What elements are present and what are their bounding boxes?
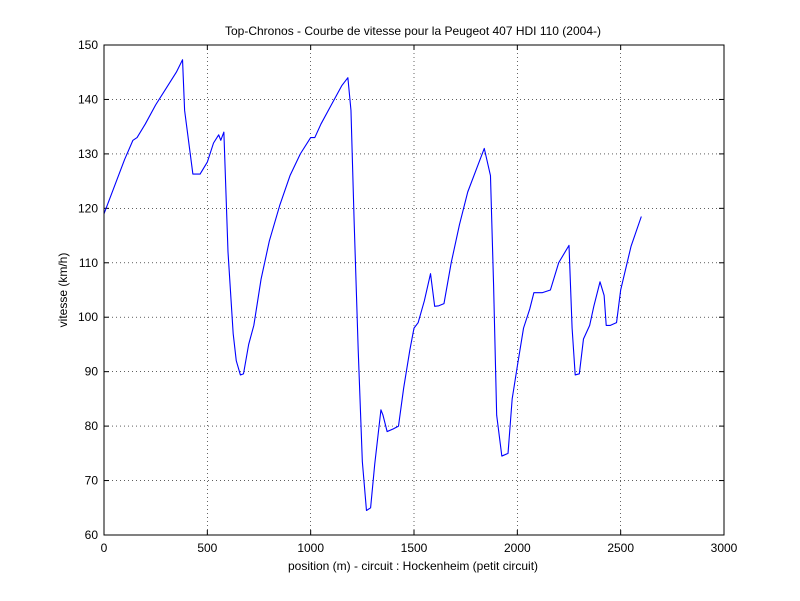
x-axis-label: position (m) - circuit : Hockenheim (pet…: [288, 559, 538, 573]
speed-series-line: [103, 59, 642, 512]
x-tick-label: 500: [197, 541, 217, 555]
chart-title: Top-Chronos - Courbe de vitesse pour la …: [225, 24, 601, 38]
y-tick-label: 70: [85, 474, 99, 488]
y-axis-label: vitesse (km/h): [56, 253, 70, 328]
y-tick-label: 60: [85, 528, 99, 542]
y-tick-label: 150: [78, 38, 98, 52]
y-tick-label: 80: [85, 419, 99, 433]
y-tick-label: 110: [79, 256, 98, 270]
x-tick-label: 1500: [401, 541, 428, 555]
x-tick-labels: 0 500 1000 1500 2000 2500 3000: [101, 541, 738, 555]
x-tick-label: 2000: [504, 541, 531, 555]
x-tick-label: 2500: [607, 541, 634, 555]
y-tick-label: 140: [78, 92, 98, 106]
x-tick-label: 1000: [297, 541, 324, 555]
grid: [104, 45, 724, 535]
x-tick-label: 3000: [711, 541, 738, 555]
x-tick-label: 0: [101, 541, 108, 555]
y-tick-label: 90: [85, 365, 99, 379]
y-tick-label: 100: [78, 310, 98, 324]
plot-frame: [103, 44, 725, 536]
y-tick-label: 130: [78, 147, 98, 161]
y-tick-labels: 60 70 80 90 100 110 120 130 140 150: [78, 38, 98, 542]
y-tick-label: 120: [78, 201, 98, 215]
